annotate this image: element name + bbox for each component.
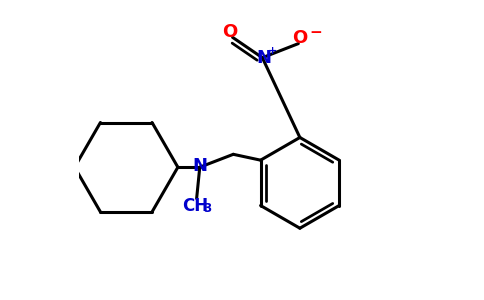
Text: O: O [292,29,307,47]
Text: −: − [309,25,322,40]
Text: +: + [268,46,277,56]
Text: 3: 3 [204,202,212,215]
Text: N: N [192,157,207,175]
Text: N: N [257,49,272,67]
Text: O: O [223,23,238,41]
Text: CH: CH [182,197,208,215]
